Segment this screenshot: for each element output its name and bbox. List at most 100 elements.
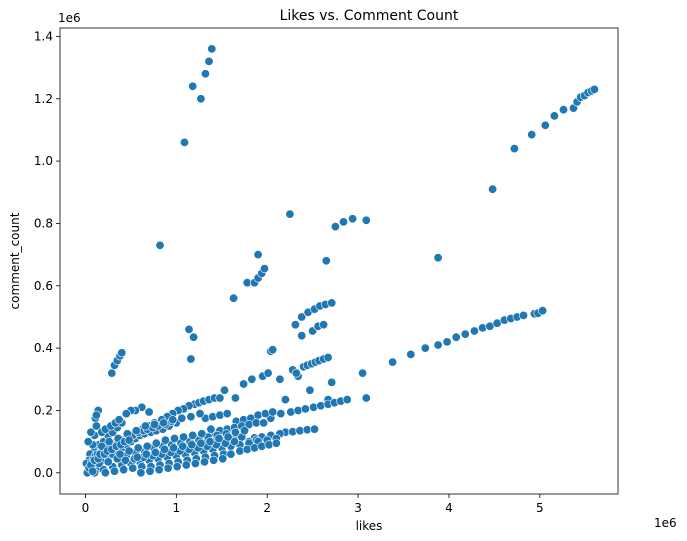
scatter-point [271, 438, 281, 448]
scatter-point [186, 354, 196, 364]
scatter-point [327, 298, 337, 308]
scatter-point [538, 306, 548, 316]
scatter-point [223, 432, 233, 442]
scatter-point [204, 56, 214, 66]
x-tick-label: 1 [173, 501, 181, 515]
scatter-point [119, 465, 129, 475]
scatter-point [142, 441, 152, 451]
scatter-point [321, 256, 331, 266]
scatter-point [589, 84, 599, 94]
scatter-point [478, 323, 488, 333]
scatter-point [188, 81, 198, 91]
scatter-point [200, 457, 210, 467]
y-tick-label: 0.2 [34, 403, 53, 417]
x-tick-label: 0 [82, 501, 90, 515]
scatter-point [163, 463, 173, 473]
scatter-point [136, 468, 146, 478]
scatter-point [83, 437, 93, 447]
scatter-point [226, 449, 236, 459]
scatter-point [155, 240, 165, 250]
scatter-point [209, 455, 219, 465]
y-tick-label: 0.6 [34, 279, 53, 293]
scatter-point [300, 404, 310, 414]
scatter-point [133, 443, 143, 453]
scatter-points [81, 44, 599, 478]
scatter-point [131, 426, 141, 436]
scatter-point [361, 215, 371, 225]
scatter-point [240, 426, 250, 436]
scatter-point [239, 379, 249, 389]
scatter-point [433, 253, 443, 263]
scatter-point [160, 444, 170, 454]
scatter-point [172, 462, 182, 472]
scatter-point [230, 393, 240, 403]
scatter-point [268, 407, 278, 417]
scatter-point [280, 395, 290, 405]
scatter-point [178, 441, 188, 451]
scatter-point [188, 430, 198, 440]
scatter-point [290, 320, 300, 330]
scatter-point [170, 433, 180, 443]
scatter-point [309, 424, 319, 434]
scatter-point [86, 427, 96, 437]
scatter-point [184, 324, 194, 334]
scatter-point [207, 44, 217, 54]
scatter-point [144, 407, 154, 417]
scatter-point [215, 393, 225, 403]
y-tick-label: 0.4 [34, 341, 53, 355]
scatter-point [230, 427, 240, 437]
scatter-point [509, 144, 519, 154]
scatter-point [168, 415, 178, 425]
scatter-point [197, 429, 207, 439]
scatter-point [316, 401, 326, 411]
x-tick-label: 2 [263, 501, 271, 515]
y-axis-multiplier: 1e6 [58, 11, 81, 25]
scatter-point [460, 329, 470, 339]
x-axis-ticks: 0 1 2 3 4 5 [82, 494, 544, 515]
scatter-point [103, 457, 113, 467]
x-axis-label: likes [356, 519, 383, 533]
scatter-point [253, 250, 263, 260]
scatter-point [169, 443, 179, 453]
scatter-point [177, 413, 187, 423]
scatter-point [263, 368, 273, 378]
scatter-point [128, 463, 138, 473]
scatter-point [200, 69, 210, 79]
scatter-point [160, 435, 170, 445]
scatter-point [196, 438, 206, 448]
scatter-point [488, 184, 498, 194]
scatter-point [260, 409, 270, 419]
scatter-point [406, 349, 416, 359]
scatter-point [206, 424, 216, 434]
scatter-point [527, 130, 537, 140]
scatter-point [358, 368, 368, 378]
y-tick-label: 0.8 [34, 216, 53, 230]
scatter-point [420, 343, 430, 353]
scatter-point [388, 357, 398, 367]
scatter-point [342, 395, 352, 405]
scatter-point [319, 320, 329, 330]
scatter-point [451, 332, 461, 342]
y-axis-label: comment_count [8, 212, 22, 309]
scatter-point [151, 438, 161, 448]
scatter-point [285, 209, 295, 219]
scatter-point [250, 443, 260, 453]
scatter-point [230, 437, 240, 447]
scatter-point [150, 447, 160, 457]
x-axis-multiplier: 1e6 [654, 516, 677, 530]
scatter-point [159, 418, 169, 428]
scatter-point [297, 312, 307, 322]
scatter-point [104, 437, 114, 447]
scatter-point [242, 444, 252, 454]
scatter-point [124, 446, 134, 456]
scatter-point [235, 446, 245, 456]
scatter-point [180, 137, 190, 147]
x-tick-label: 5 [536, 501, 544, 515]
scatter-point [297, 331, 307, 341]
scatter-point [124, 435, 134, 445]
scatter-point [117, 348, 127, 358]
y-tick-label: 1.4 [34, 29, 53, 43]
scatter-point [186, 412, 196, 422]
plot-frame [59, 27, 619, 495]
